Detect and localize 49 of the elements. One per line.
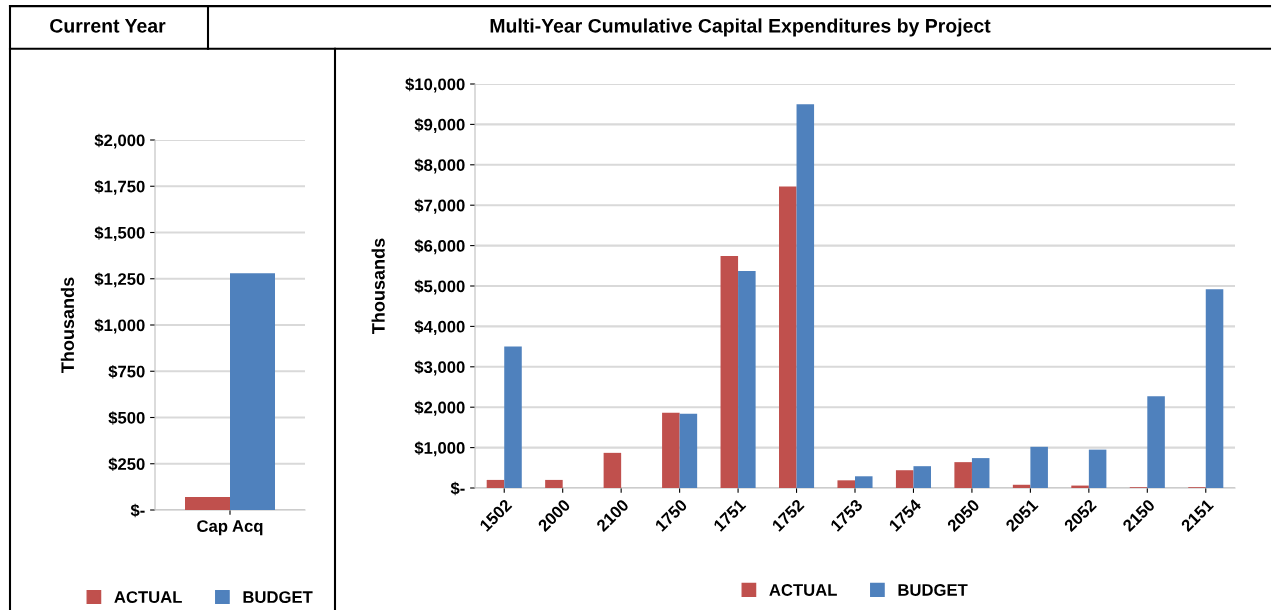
- bar: [954, 462, 972, 488]
- bar: [679, 413, 698, 488]
- y-tick-label: $5,000: [414, 279, 465, 295]
- y-tick-label: $1,000: [414, 441, 465, 457]
- bar: [1088, 449, 1107, 488]
- bar: [837, 480, 855, 488]
- y-tick-label: $-: [130, 503, 145, 518]
- chart-title: Multi-Year Cumulative Capital Expenditures by Project: [490, 18, 991, 37]
- y-tick-label: $1,750: [94, 179, 145, 195]
- bar: [545, 479, 563, 488]
- y-tick-label: $6,000: [414, 239, 465, 255]
- legend-label: ACTUAL: [769, 584, 837, 596]
- x-tick-label: Cap Acq: [197, 520, 263, 536]
- legend-label: BUDGET: [898, 584, 968, 596]
- bar: [971, 458, 990, 488]
- y-tick-label: $9,000: [414, 118, 465, 134]
- y-tick-label: $500: [108, 411, 145, 425]
- y-axis-title: Thousands: [60, 277, 75, 373]
- legend-label: BUDGET: [243, 591, 313, 603]
- y-tick-label: $250: [108, 457, 145, 472]
- y-tick-label: $4,000: [414, 320, 465, 336]
- bar: [738, 271, 756, 488]
- bar: [662, 412, 680, 488]
- y-tick-label: $8,000: [414, 158, 465, 174]
- bar: [913, 466, 931, 488]
- bar: [603, 452, 622, 488]
- y-tick-label: $2,000: [414, 400, 465, 416]
- y-tick-label: $2,000: [94, 133, 145, 149]
- bar: [855, 476, 873, 488]
- y-tick-label: $750: [108, 364, 145, 379]
- y-tick-label: $10,000: [405, 77, 465, 93]
- y-tick-label: $-: [450, 481, 465, 496]
- chart-title: Current Year: [50, 18, 166, 33]
- bar: [1147, 396, 1165, 488]
- legend-label: ACTUAL: [114, 591, 182, 603]
- y-tick-label: $1,500: [94, 226, 145, 242]
- y-tick-label: $7,000: [414, 198, 465, 214]
- bar: [720, 256, 739, 488]
- y-axis-title: Thousands: [371, 238, 385, 334]
- bar: [1205, 289, 1224, 488]
- bar: [504, 346, 522, 488]
- bar: [895, 470, 914, 488]
- bar: [779, 186, 797, 488]
- y-tick-label: $3,000: [414, 360, 465, 376]
- bar: [1030, 446, 1048, 488]
- bar: [796, 104, 815, 488]
- y-tick-label: $1,000: [94, 318, 145, 334]
- y-tick-label: $1,250: [94, 272, 145, 288]
- bar: [486, 479, 505, 488]
